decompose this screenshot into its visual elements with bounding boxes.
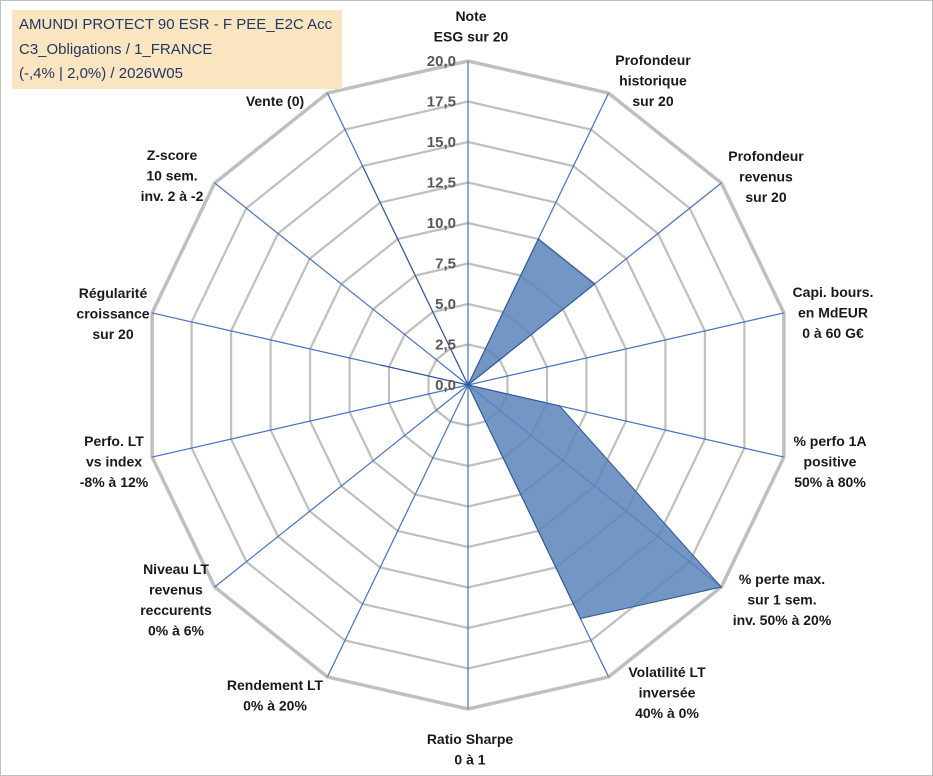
tick-label: 7,5 bbox=[435, 256, 456, 273]
category-label: Volatilité LT inversée 40% à 0% bbox=[628, 664, 706, 721]
category-label: Note ESG sur 20 bbox=[434, 8, 509, 45]
tick-label: 2,5 bbox=[435, 337, 456, 354]
category-label: Niveau LT revenus reccurents 0% à 6% bbox=[140, 561, 212, 639]
category-label: Profondeur revenus sur 20 bbox=[728, 148, 804, 205]
tick-label: 12,5 bbox=[427, 175, 456, 192]
category-label: Profondeur historique sur 20 bbox=[615, 52, 691, 109]
radar-spoke bbox=[214, 182, 469, 386]
category-label: Z-score 10 sem. inv. 2 à -2 bbox=[141, 147, 204, 204]
tick-label: 15,0 bbox=[427, 134, 456, 151]
tick-label: 20,0 bbox=[427, 53, 456, 70]
category-label: Ratio Sharpe 0 à 1 bbox=[427, 731, 514, 768]
radar-spoke bbox=[467, 312, 785, 386]
category-label: Rendement LT 0% à 20% bbox=[227, 677, 324, 714]
tick-label: 17,5 bbox=[427, 94, 456, 111]
radar-tick-labels: 0,0 2,5 5,0 7,5 10,0 12,5 15,0 17,5 20,0 bbox=[427, 53, 456, 394]
category-label: Régularité croissance sur 20 bbox=[76, 285, 149, 342]
fund-title-box: AMUNDI PROTECT 90 ESR - F PEE_E2C Acc C3… bbox=[12, 10, 342, 89]
category-label: Capi. bours. en MdEUR 0 à 60 G€ bbox=[793, 284, 874, 341]
radar-spoke bbox=[214, 384, 469, 588]
radar-spoke bbox=[151, 384, 469, 458]
fund-category: C3_Obligations / 1_FRANCE bbox=[19, 41, 213, 58]
radar-spoke bbox=[326, 384, 469, 678]
category-label: % perfo 1A positive 50% à 80% bbox=[793, 433, 866, 490]
category-label: % perte max. sur 1 sem. inv. 50% à 20% bbox=[733, 571, 832, 628]
category-label: Perfo. LT vs index -8% à 12% bbox=[80, 433, 149, 490]
series-area bbox=[362, 165, 723, 620]
fund-period: (-,4% | 2,0%) / 2026W05 bbox=[19, 65, 183, 82]
tick-label: 0,0 bbox=[435, 377, 456, 394]
radar-series bbox=[362, 165, 723, 620]
tick-label: 10,0 bbox=[427, 215, 456, 232]
fund-name: AMUNDI PROTECT 90 ESR - F PEE_E2C Acc bbox=[19, 16, 333, 33]
tick-label: 5,0 bbox=[435, 296, 456, 313]
